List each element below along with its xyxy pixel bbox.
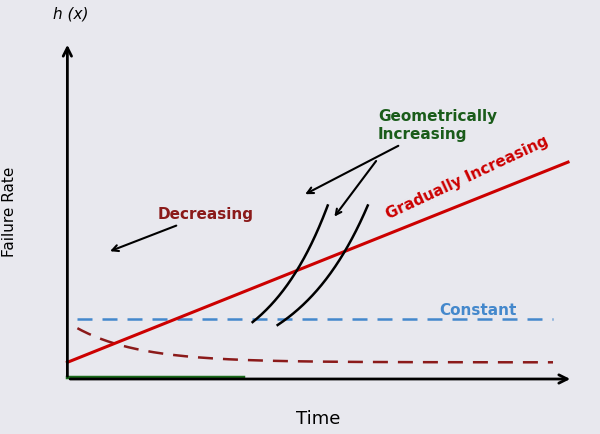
Text: Time: Time xyxy=(296,411,340,428)
Text: Failure Rate: Failure Rate xyxy=(2,167,17,257)
Text: h (x): h (x) xyxy=(53,6,89,21)
Text: Geometrically
Increasing: Geometrically Increasing xyxy=(307,109,497,193)
Text: Gradually Increasing: Gradually Increasing xyxy=(384,134,551,223)
Text: Decreasing: Decreasing xyxy=(112,207,253,251)
Text: Constant: Constant xyxy=(439,303,516,318)
